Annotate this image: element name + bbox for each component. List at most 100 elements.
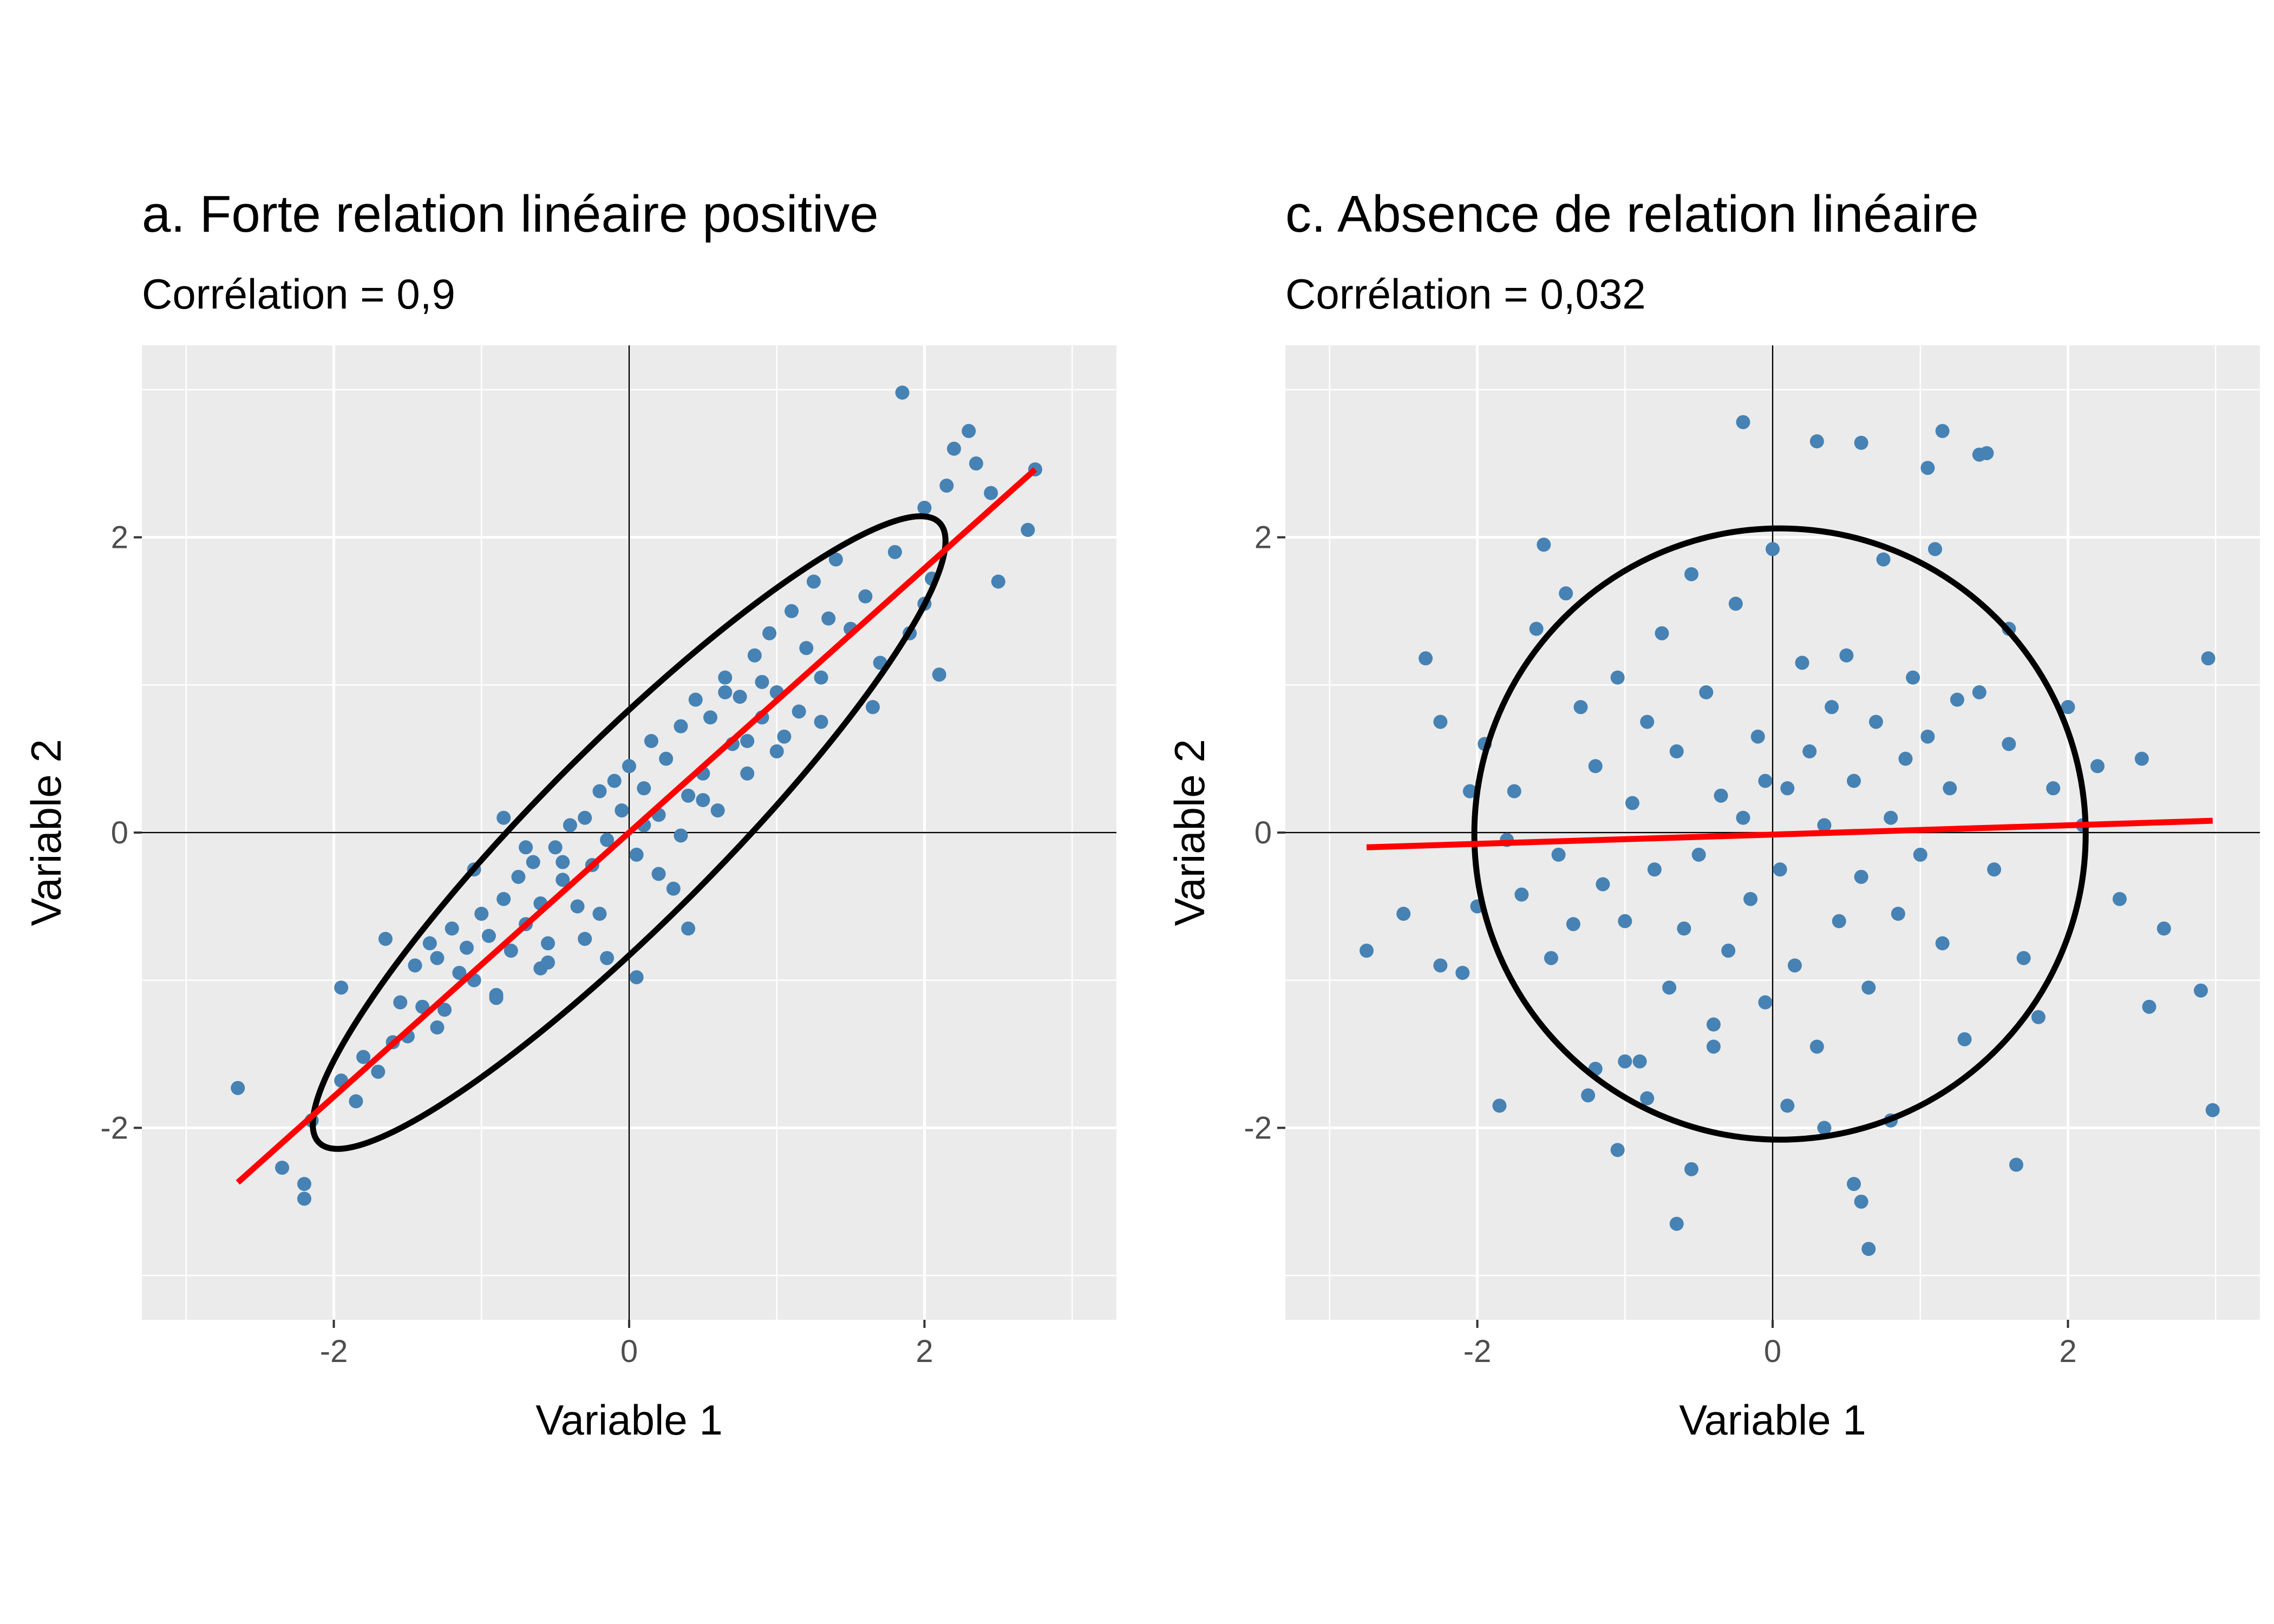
- data-point: [2031, 1010, 2046, 1024]
- data-point: [2142, 999, 2157, 1014]
- y-axis-title: Variable 2: [22, 739, 70, 926]
- data-point: [526, 855, 540, 869]
- data-point: [1559, 586, 1573, 601]
- data-point: [474, 907, 489, 921]
- data-point: [681, 788, 696, 803]
- scatter-panel-c: c. Absence de relation linéaire Corrélat…: [1166, 185, 2260, 1444]
- data-point: [556, 855, 570, 869]
- data-point: [1736, 810, 1750, 825]
- data-point: [275, 1161, 290, 1175]
- x-tick-label: 2: [2059, 1334, 2076, 1369]
- y-tick-label: -2: [100, 1110, 128, 1145]
- data-point: [1891, 907, 1905, 921]
- data-point: [2134, 751, 2149, 766]
- data-point: [858, 589, 873, 604]
- data-point: [1766, 542, 1780, 556]
- panel-title: a. Forte relation linéaire positive: [142, 185, 879, 243]
- data-point: [1647, 862, 1662, 877]
- data-point: [1780, 1098, 1795, 1113]
- data-point: [452, 966, 467, 980]
- data-point: [1898, 751, 1913, 766]
- data-point: [674, 828, 688, 843]
- data-point: [334, 980, 349, 995]
- data-point: [1876, 552, 1891, 567]
- data-point: [762, 626, 777, 640]
- data-point: [430, 951, 445, 965]
- data-point: [769, 744, 784, 758]
- data-point: [297, 1191, 311, 1206]
- data-point: [1507, 784, 1521, 798]
- panel-subtitle: Corrélation = 0,032: [1285, 270, 1646, 318]
- data-point: [1920, 729, 1935, 744]
- data-point: [349, 1094, 363, 1109]
- data-point: [1492, 1098, 1507, 1113]
- data-point: [1684, 567, 1698, 581]
- data-point: [2009, 1157, 2023, 1172]
- confidence-ellipse: [1471, 525, 2089, 1143]
- data-point: [511, 869, 526, 884]
- data-point: [755, 675, 769, 689]
- data-point: [1728, 597, 1743, 611]
- panel-subtitle: Corrélation = 0,9: [142, 270, 455, 318]
- data-point: [681, 921, 696, 936]
- regression-line: [236, 467, 1037, 1185]
- data-point: [2046, 781, 2061, 796]
- data-point: [1809, 1039, 1824, 1054]
- data-point: [1950, 692, 1964, 707]
- data-point: [666, 881, 681, 896]
- data-point: [1662, 980, 1677, 995]
- data-point: [1832, 914, 1846, 928]
- data-point: [828, 552, 843, 567]
- data-point: [799, 641, 814, 656]
- data-point: [984, 486, 998, 500]
- data-point: [674, 719, 688, 734]
- data-point: [629, 970, 644, 985]
- x-tick-label: 0: [620, 1334, 638, 1369]
- data-point: [969, 456, 983, 471]
- data-point: [615, 803, 629, 818]
- data-point: [1537, 538, 1551, 552]
- data-point: [393, 995, 408, 1010]
- data-point: [1758, 995, 1773, 1010]
- data-point: [1802, 744, 1817, 758]
- y-tick-label: 0: [111, 815, 128, 850]
- data-point: [2205, 1103, 2220, 1117]
- data-point: [1906, 670, 1920, 685]
- data-point: [1433, 715, 1448, 729]
- data-point: [866, 700, 880, 715]
- data-point: [1795, 656, 1809, 670]
- data-point: [481, 928, 496, 943]
- data-point: [1987, 862, 2002, 877]
- data-point: [489, 988, 504, 1002]
- data-point: [777, 729, 792, 744]
- data-point: [1618, 1054, 1632, 1069]
- data-point: [231, 1081, 245, 1095]
- data-point: [733, 690, 747, 704]
- data-point: [556, 873, 570, 887]
- data-point: [637, 781, 651, 796]
- data-point: [2112, 892, 2127, 906]
- data-point: [991, 574, 1005, 589]
- data-point: [1861, 980, 1876, 995]
- data-point: [1913, 847, 1927, 862]
- data-point: [696, 793, 710, 807]
- data-point: [1721, 944, 1736, 958]
- data-point: [932, 667, 946, 682]
- data-point: [718, 685, 733, 699]
- x-tick-label: -2: [320, 1334, 348, 1369]
- data-point: [651, 867, 666, 881]
- data-point: [1529, 621, 1544, 636]
- data-point: [1736, 415, 1750, 429]
- data-point: [740, 766, 755, 781]
- data-point: [1758, 774, 1773, 788]
- data-point: [1573, 700, 1588, 715]
- data-point: [1596, 877, 1610, 892]
- data-point: [1972, 685, 1987, 699]
- data-point: [548, 840, 563, 855]
- data-point: [408, 958, 422, 973]
- data-point: [1021, 522, 1035, 537]
- data-point: [740, 734, 755, 748]
- data-point: [1588, 759, 1603, 774]
- data-point: [1677, 921, 1691, 936]
